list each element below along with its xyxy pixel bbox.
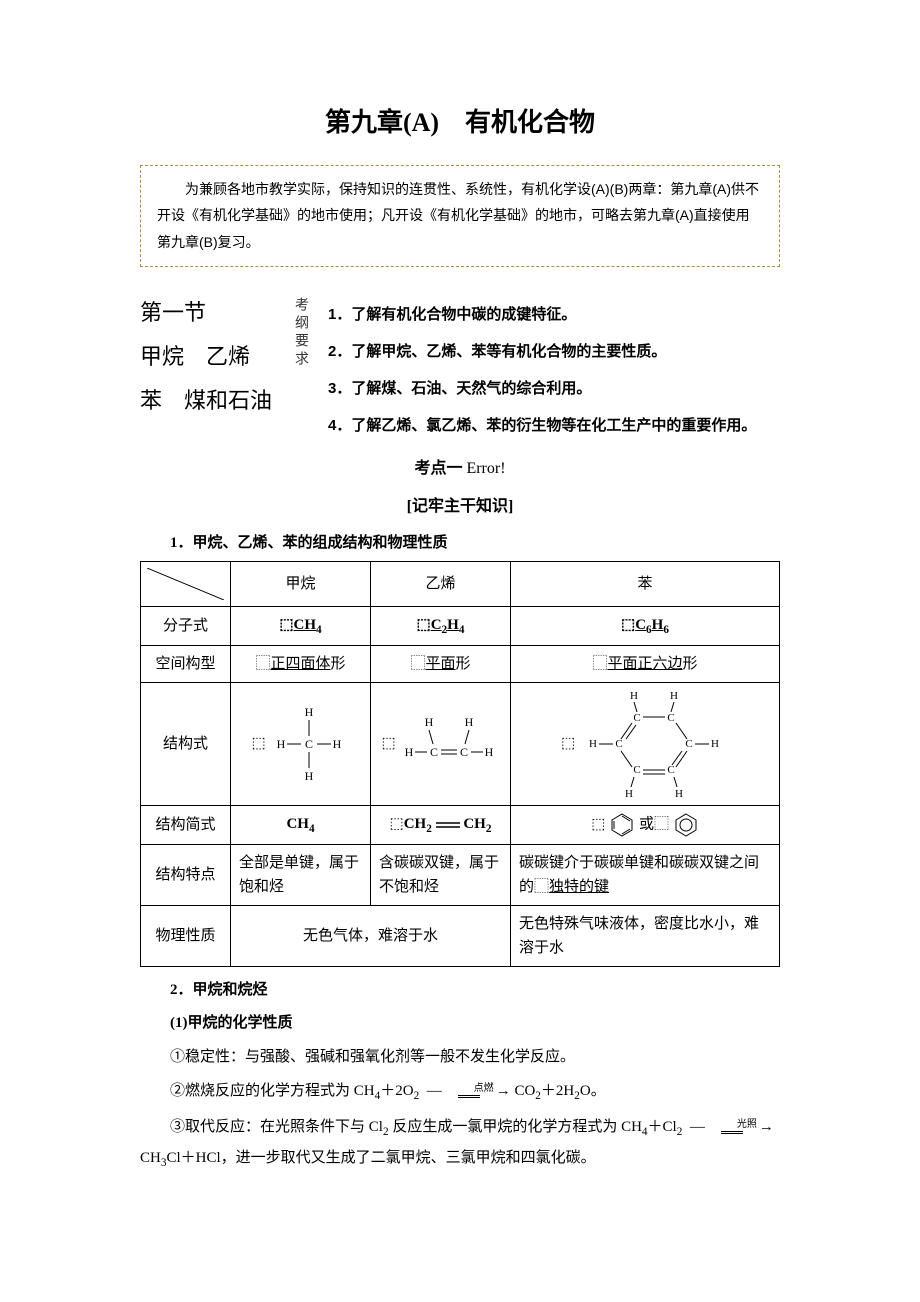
svg-text:C: C — [305, 737, 313, 751]
condition-light: 光照 — [705, 1120, 759, 1135]
label-molecular: 分子式 — [141, 607, 231, 646]
cell-feat-b: 含碳碳双键，属于不饱和烃 — [371, 845, 511, 906]
cell-c2h4: ⬚C2H4 — [371, 607, 511, 646]
properties-table: 甲烷 乙烯 苯 分子式 ⬚CH4 ⬚C2H4 ⬚C6H6 空间构型 ⬚正四面体形… — [140, 561, 780, 967]
kaodian-error: Error! — [466, 460, 505, 477]
req-item-2: 2．了解甲烷、乙烯、苯等有机化合物的主要性质。 — [328, 338, 780, 365]
svg-text:H: H — [305, 705, 314, 719]
svg-text:H: H — [405, 745, 414, 759]
svg-text:C: C — [633, 712, 640, 724]
svg-text:H: H — [425, 715, 434, 729]
svg-text:C: C — [633, 764, 640, 776]
cell-geo-b: ⬚平面形 — [371, 646, 511, 683]
col-benzene: 苯 — [511, 562, 780, 607]
row-simplified: 结构简式 CH4 ⬚CH2 CH2 ⬚ 或⬚ — [141, 806, 780, 845]
sec2-sub1: (1)甲烷的化学性质 — [140, 1008, 780, 1038]
col-methane: 甲烷 — [231, 562, 371, 607]
svg-text:H: H — [625, 788, 633, 799]
kaodian-row: 考点一 Error! — [140, 455, 780, 484]
benzene-circle-icon — [673, 812, 699, 838]
svg-text:H: H — [675, 788, 683, 799]
svg-text:H: H — [711, 738, 719, 750]
cell-struct-c2h4: ⬚ H H H C C H — [371, 683, 511, 806]
svg-text:H: H — [670, 690, 678, 702]
requirements-block: 考纲要求 1．了解有机化合物中碳的成键特征。 2．了解甲烷、乙烯、苯等有机化合物… — [298, 291, 780, 449]
row-feature: 结构特点 全部是单键，属于饱和烃 含碳碳双键，属于不饱和烃 碳碳键介于碳碳单键和… — [141, 845, 780, 906]
sec2-p3: ③取代反应：在光照条件下与 Cl2 反应生成一氯甲烷的化学方程式为 CH4＋Cl… — [140, 1112, 780, 1175]
methane-structure: H H C H H — [269, 704, 349, 784]
label-geometry: 空间构型 — [141, 646, 231, 683]
svg-text:H: H — [333, 737, 342, 751]
req-item-1: 1．了解有机化合物中碳的成键特征。 — [328, 301, 780, 328]
or-text: 或 — [639, 817, 654, 833]
req-item-3: 3．了解煤、石油、天然气的综合利用。 — [328, 375, 780, 402]
section-number-title: 第一节 甲烷 乙烯 苯 煤和石油 — [140, 291, 290, 423]
svg-text:C: C — [460, 745, 468, 759]
svg-text:C: C — [667, 712, 674, 724]
svg-text:C: C — [430, 745, 438, 759]
svg-text:C: C — [615, 738, 622, 750]
cell-simp-b: ⬚CH2 CH2 — [371, 806, 511, 845]
diagonal-header — [147, 568, 224, 600]
svg-text:H: H — [465, 715, 474, 729]
cell-feat-a: 全部是单键，属于饱和烃 — [231, 845, 371, 906]
note-box: 为兼顾各地市教学实际，保持知识的连贯性、系统性，有机化学设(A)(B)两章：第九… — [140, 165, 780, 267]
cell-geo-a: ⬚正四面体形 — [231, 646, 371, 683]
subhead-memorize: [记牢主干知识] — [140, 493, 780, 522]
req-item-4: 4．了解乙烯、氯乙烯、苯的衍生物等在化工生产中的重要作用。 — [328, 412, 780, 439]
chapter-title: 第九章(A) 有机化合物 — [140, 100, 780, 147]
svg-text:H: H — [277, 737, 286, 751]
cell-struct-ch4: ⬚ H H C H H — [231, 683, 371, 806]
label-structural: 结构式 — [141, 683, 231, 806]
cell-feat-c: 碳碳键介于碳碳单键和碳碳双键之间的⬚独特的键 — [511, 845, 780, 906]
cell-simp-c: ⬚ 或⬚ — [511, 806, 780, 845]
kaodian-label: 考点一 — [414, 460, 462, 477]
svg-text:H: H — [485, 745, 494, 759]
row-physical: 物理性质 无色气体，难溶于水 无色特殊气味液体，密度比水小，难溶于水 — [141, 906, 780, 967]
svg-text:H: H — [589, 738, 597, 750]
cell-c6h6: ⬚C6H6 — [511, 607, 780, 646]
table1-title: 1．甲烷、乙烯、苯的组成结构和物理性质 — [140, 530, 780, 557]
svg-text:H: H — [630, 690, 638, 702]
sec2-p1: ①稳定性：与强酸、强碱和强氧化剂等一般不发生化学反应。 — [140, 1042, 780, 1072]
svg-text:C: C — [667, 764, 674, 776]
benzene-structure: H H C C C C H H C C — [579, 689, 729, 799]
row-geometry: 空间构型 ⬚正四面体形 ⬚平面形 ⬚平面正六边形 — [141, 646, 780, 683]
cell-ch4: ⬚CH4 — [231, 607, 371, 646]
benzene-kekule-icon — [609, 812, 635, 838]
svg-text:C: C — [685, 738, 692, 750]
sec2-title: 2．甲烷和烷烃 — [140, 977, 780, 1004]
req-label: 考纲要求 — [292, 291, 310, 369]
double-bond-icon — [436, 820, 460, 830]
row-structural: 结构式 ⬚ H H C H H ⬚ H H H — [141, 683, 780, 806]
label-physical: 物理性质 — [141, 906, 231, 967]
cell-simp-a: CH4 — [231, 806, 371, 845]
condition-combust: 点燃 — [442, 1084, 496, 1099]
svg-text:H: H — [305, 769, 314, 783]
sec2-p2: ②燃烧反应的化学方程式为 CH4＋2O2 ―点燃→ CO2＋2H2O。 — [140, 1076, 780, 1108]
ethene-structure: H H H C C H — [399, 714, 499, 774]
row-molecular: 分子式 ⬚CH4 ⬚C2H4 ⬚C6H6 — [141, 607, 780, 646]
cell-phys-ab: 无色气体，难溶于水 — [231, 906, 511, 967]
col-ethene: 乙烯 — [371, 562, 511, 607]
cell-struct-c6h6: ⬚ H H C C C C H H C — [511, 683, 780, 806]
cell-phys-c: 无色特殊气味液体，密度比水小，难溶于水 — [511, 906, 780, 967]
table-header-row: 甲烷 乙烯 苯 — [141, 562, 780, 607]
label-simplified: 结构简式 — [141, 806, 231, 845]
label-feature: 结构特点 — [141, 845, 231, 906]
section-header: 第一节 甲烷 乙烯 苯 煤和石油 考纲要求 1．了解有机化合物中碳的成键特征。 … — [140, 291, 780, 449]
cell-geo-c: ⬚平面正六边形 — [511, 646, 780, 683]
